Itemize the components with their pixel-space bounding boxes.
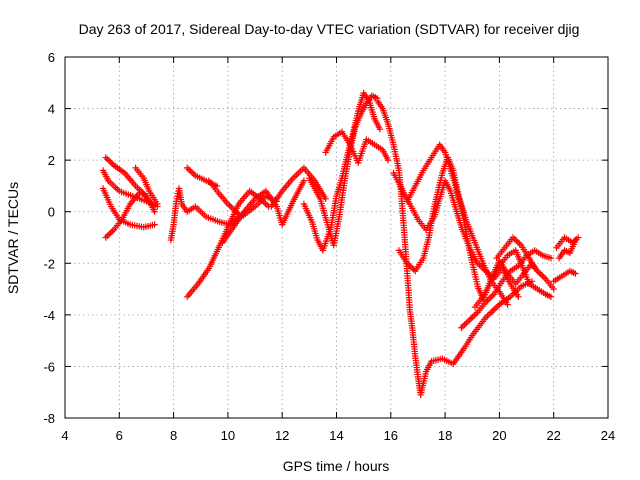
data-point xyxy=(466,316,473,324)
data-point xyxy=(489,292,496,299)
y-tick-label: -8 xyxy=(43,411,55,426)
data-point xyxy=(472,310,480,318)
data-point xyxy=(322,195,329,203)
data-point xyxy=(515,293,522,301)
series-track-14 xyxy=(322,128,392,166)
x-tick-label: 20 xyxy=(492,428,506,443)
data-point xyxy=(300,177,308,184)
y-tick-label: 0 xyxy=(48,205,55,220)
y-tick-label: 4 xyxy=(48,102,55,117)
data-point xyxy=(459,323,467,330)
data-point xyxy=(540,274,548,281)
data-point xyxy=(516,240,523,247)
series-track-25 xyxy=(555,236,579,262)
y-tick-label: -4 xyxy=(43,308,55,323)
data-point xyxy=(384,156,392,164)
data-point xyxy=(463,319,470,327)
x-tick-label: 14 xyxy=(329,428,343,443)
series-track-24 xyxy=(550,267,579,285)
data-point xyxy=(107,229,114,237)
data-point xyxy=(105,157,113,164)
series-track-3 xyxy=(99,185,158,231)
x-tick-label: 10 xyxy=(221,428,235,443)
grid-lines xyxy=(65,57,608,418)
data-point xyxy=(531,265,538,272)
x-tick-label: 16 xyxy=(384,428,398,443)
data-point xyxy=(376,126,384,133)
data-point xyxy=(185,166,193,173)
data-point xyxy=(105,231,113,238)
axis-ticks xyxy=(64,56,609,419)
data-point xyxy=(458,324,465,331)
data-point xyxy=(148,200,156,208)
data-point xyxy=(467,315,475,322)
data-marks xyxy=(99,89,582,398)
data-point xyxy=(504,301,511,308)
data-point xyxy=(487,294,494,301)
x-tick-label: 8 xyxy=(170,428,177,443)
x-tick-label: 4 xyxy=(61,428,68,443)
x-tick-label: 24 xyxy=(601,428,615,443)
data-point xyxy=(104,155,111,163)
data-point xyxy=(188,169,196,176)
series-track-6 xyxy=(167,185,242,244)
x-tick-label: 6 xyxy=(116,428,123,443)
data-point xyxy=(461,321,468,328)
data-point xyxy=(151,221,158,228)
y-tick-label: 6 xyxy=(48,50,55,65)
series-track-4 xyxy=(102,187,156,241)
x-axis-title: GPS time / hours xyxy=(283,458,390,474)
data-point xyxy=(572,270,579,277)
x-tick-label: 12 xyxy=(275,428,289,443)
data-point xyxy=(514,238,522,246)
data-point xyxy=(151,208,158,215)
data-point xyxy=(187,167,194,175)
series-track-5 xyxy=(132,164,161,208)
data-point xyxy=(513,237,520,244)
data-point xyxy=(102,234,109,241)
y-tick-label: -6 xyxy=(43,359,55,374)
data-point xyxy=(550,285,557,293)
data-point xyxy=(263,201,271,209)
data-point xyxy=(547,293,555,301)
y-tick-label: -2 xyxy=(43,256,55,271)
y-axis-title: SDTVAR / TECUs xyxy=(5,182,21,294)
data-point xyxy=(102,154,109,161)
data-point xyxy=(104,232,111,240)
x-tick-label: 18 xyxy=(438,428,452,443)
data-point xyxy=(572,236,579,244)
data-point xyxy=(464,318,472,325)
series-track-20 xyxy=(471,247,555,311)
data-point xyxy=(471,312,478,319)
x-tick-labels: 4 6 8 10 12 14 16 18 20 22 24 xyxy=(61,428,615,443)
data-point xyxy=(547,254,555,262)
data-point xyxy=(154,200,161,208)
data-point xyxy=(183,164,191,172)
y-tick-labels: -8 -6 -4 -2 0 2 4 6 xyxy=(43,50,55,426)
data-point xyxy=(535,269,543,276)
x-tick-label: 22 xyxy=(546,428,560,443)
chart-title: Day 263 of 2017, Sidereal Day-to-day VTE… xyxy=(79,21,580,37)
series-track-22 xyxy=(493,234,538,272)
series-track-10 xyxy=(219,177,308,246)
data-point xyxy=(484,297,491,304)
data-point xyxy=(109,228,116,235)
y-tick-label: 2 xyxy=(48,153,55,168)
data-point xyxy=(107,159,114,166)
series-track-12 xyxy=(300,89,384,254)
data-point xyxy=(539,272,546,279)
series-track-15 xyxy=(374,97,536,398)
data-point xyxy=(537,270,544,278)
